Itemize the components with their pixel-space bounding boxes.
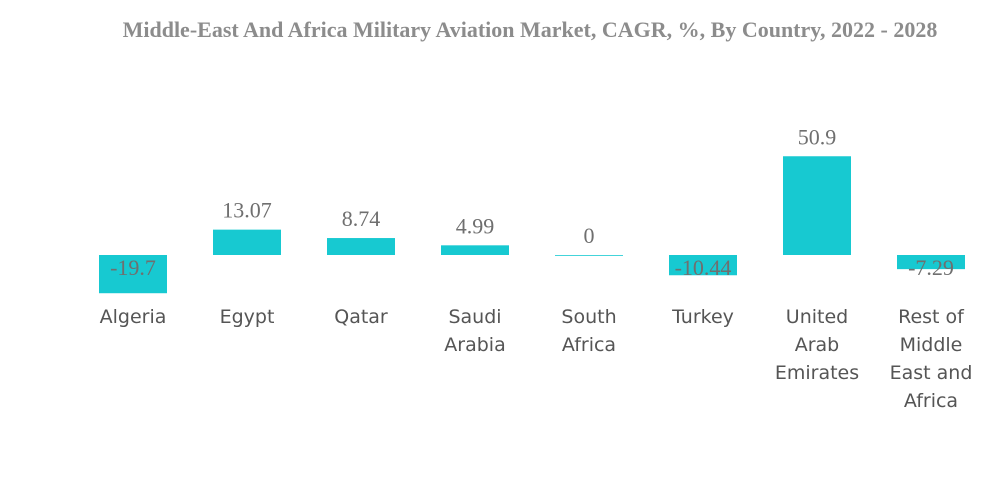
value-label-rest-of-middle-east-and-africa: -7.29 — [908, 255, 954, 280]
value-labels-group: -19.7 13.07 8.74 4.99 0 -10.44 50.9 -7.29 — [110, 124, 954, 280]
value-label-qatar: 8.74 — [342, 206, 381, 231]
category-label-algeria: Algeria — [100, 306, 167, 328]
category-label-saudi-arabia: Saudi Arabia — [444, 306, 505, 356]
category-label-turkey: Turkey — [671, 306, 734, 328]
bar-united-arab-emirates — [783, 156, 851, 255]
bar-saudi-arabia — [441, 245, 509, 255]
bar-south-africa — [555, 255, 623, 256]
category-label-rest-of-middle-east-and-africa: Rest of Middle East and Africa — [890, 306, 973, 412]
bar-egypt — [213, 229, 281, 255]
category-label-united-arab-emirates: United Arab Emirates — [775, 306, 859, 384]
value-label-egypt: 13.07 — [222, 198, 272, 223]
bar-qatar — [327, 238, 395, 255]
category-labels-group: Algeria Egypt Qatar Saudi Arabia South Africa T… — [100, 306, 973, 412]
value-label-algeria: -19.7 — [110, 255, 156, 280]
category-label-egypt: Egypt — [220, 306, 275, 328]
category-label-qatar: Qatar — [334, 306, 388, 328]
bar-rest-of-middle-east-and-africa — [897, 255, 965, 270]
chart-title: Middle-East And Africa Military Aviation… — [122, 17, 938, 42]
value-label-saudi-arabia: 4.99 — [456, 213, 495, 238]
bar-turkey — [669, 255, 737, 276]
category-label-south-africa: South Africa — [561, 306, 616, 356]
value-label-south-africa: 0 — [584, 223, 595, 248]
bar-algeria — [99, 255, 167, 294]
value-label-united-arab-emirates: 50.9 — [798, 124, 837, 149]
value-label-turkey: -10.44 — [675, 255, 732, 280]
bars-group — [99, 156, 965, 294]
